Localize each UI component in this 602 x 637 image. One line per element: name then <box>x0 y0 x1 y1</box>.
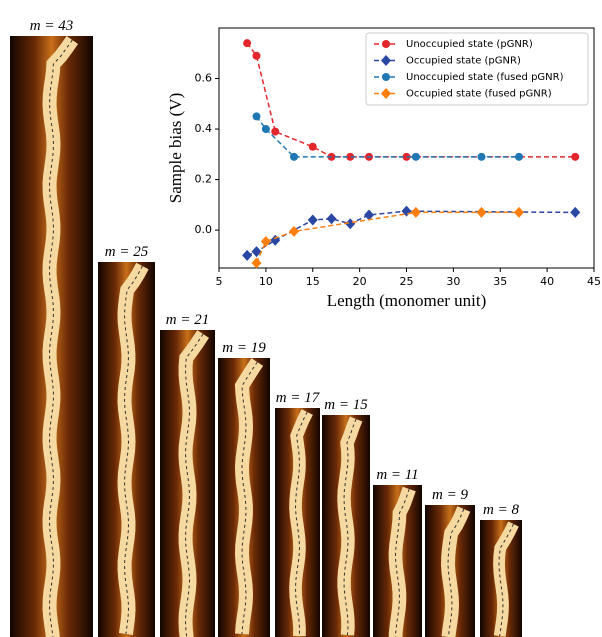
marker <box>260 235 271 247</box>
ribbon-edge <box>498 523 514 637</box>
marker <box>307 214 318 226</box>
y-tick-label: 0.2 <box>195 173 213 186</box>
y-tick-label: 0.6 <box>195 72 213 85</box>
ribbon-edge <box>123 265 143 635</box>
x-tick-label: 15 <box>306 275 320 288</box>
image-label: m = 25 <box>105 244 149 260</box>
image-label: m = 11 <box>376 467 418 483</box>
legend-marker <box>381 55 391 66</box>
y-tick-label: 0.0 <box>195 223 213 236</box>
image-label: m = 8 <box>483 502 519 518</box>
legend-marker <box>382 40 390 48</box>
ribbon-edge <box>48 39 73 637</box>
ribbon-edge <box>343 418 357 636</box>
marker <box>346 152 355 161</box>
marker <box>410 206 421 218</box>
image-label: m = 43 <box>30 18 73 34</box>
image-label: m = 17 <box>276 390 321 406</box>
legend-label: Unoccupied state (pGNR) <box>406 39 533 50</box>
marker <box>571 152 580 161</box>
marker <box>515 152 523 161</box>
marker <box>271 127 280 136</box>
ribbon-edge <box>294 411 308 637</box>
marker <box>402 152 411 161</box>
marker <box>289 225 299 237</box>
marker <box>251 257 262 269</box>
x-tick-label: 45 <box>587 275 601 288</box>
marker <box>411 152 420 161</box>
legend-label: Unoccupied state (fused pGNR) <box>406 72 564 83</box>
x-tick-label: 5 <box>216 275 223 288</box>
ribbon-edge <box>394 488 410 637</box>
x-tick-label: 20 <box>353 275 367 288</box>
ribbon-edge <box>241 361 258 635</box>
image-label: m = 21 <box>166 312 209 328</box>
legend-box <box>365 32 589 106</box>
marker <box>477 152 486 161</box>
x-tick-label: 35 <box>493 275 507 288</box>
marker <box>252 51 261 60</box>
image-label: m = 19 <box>222 340 266 356</box>
plot-frame <box>218 27 595 269</box>
marker <box>252 112 261 121</box>
legend-label: Occupied state (fused pGNR) <box>406 89 552 100</box>
marker <box>261 125 270 134</box>
ribbon-edge <box>447 508 465 637</box>
marker <box>308 142 317 151</box>
image-label: m = 15 <box>324 397 368 413</box>
marker <box>570 206 581 218</box>
y-tick-label: 0.4 <box>195 122 213 135</box>
marker <box>251 246 262 258</box>
x-axis-label: Length (monomer unit) <box>327 291 487 310</box>
y-axis-label: Sample bias (V) <box>166 93 185 203</box>
ribbon-edge <box>184 333 204 637</box>
marker <box>290 152 298 161</box>
legend-label: Occupied state (pGNR) <box>406 56 521 67</box>
marker <box>514 206 524 218</box>
marker <box>476 206 487 218</box>
legend-marker <box>381 88 391 99</box>
x-tick-label: 25 <box>400 275 414 288</box>
marker <box>243 39 252 48</box>
series-line <box>255 115 519 158</box>
marker <box>364 209 374 221</box>
x-tick-label: 30 <box>446 275 460 288</box>
image-label: m = 9 <box>432 487 468 503</box>
x-tick-label: 10 <box>259 275 273 288</box>
marker <box>326 213 337 225</box>
marker <box>345 218 356 230</box>
marker <box>242 249 253 261</box>
x-tick-label: 40 <box>540 275 554 288</box>
legend-marker <box>382 73 390 81</box>
